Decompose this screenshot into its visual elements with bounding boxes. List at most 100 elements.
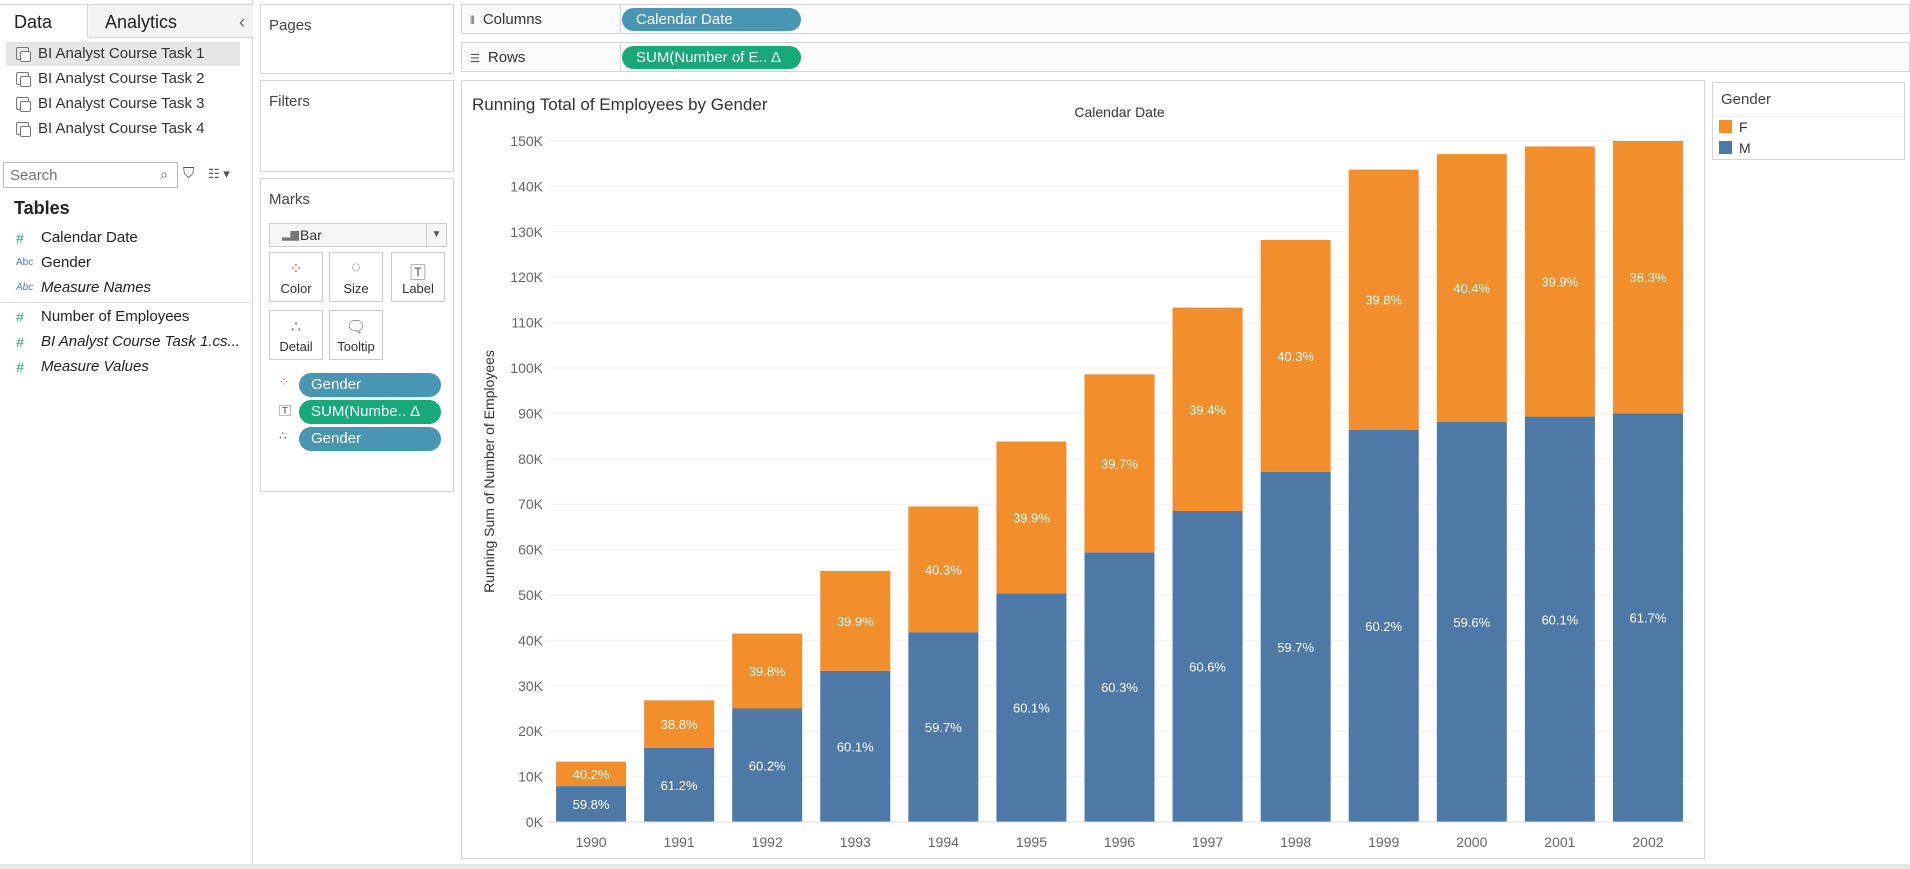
label-label: Label (402, 281, 434, 296)
filter-icon[interactable]: ⛉ (183, 165, 195, 182)
y-tick-label: 20K (518, 723, 544, 739)
bar-segment-m[interactable] (1436, 422, 1507, 822)
bar-segment-m[interactable] (1084, 552, 1155, 822)
legend-item-m[interactable]: M (1719, 139, 1751, 157)
columns-pill-calendar-date[interactable]: Calendar Date (622, 8, 801, 31)
bar-segment-f[interactable] (1260, 239, 1331, 472)
marks-pill-sum-label[interactable]: SUM(Numbe.. Δ (299, 400, 441, 424)
bar-segment-m[interactable] (908, 632, 979, 822)
field-label: Measure Names (41, 279, 152, 296)
rows-label: Rows (487, 49, 526, 66)
rows-label-wrap: ☰ Rows (470, 49, 525, 66)
bar-segment-m[interactable] (1612, 413, 1683, 822)
detail-button[interactable]: ∴ Detail (269, 310, 323, 360)
datasource-label: BI Analyst Course Task 4 (38, 120, 205, 137)
bar-segment-m[interactable] (996, 593, 1067, 822)
y-tick-label: 90K (518, 405, 544, 421)
marks-pill-gender-detail[interactable]: Gender (299, 427, 441, 451)
string-type-icon: Abc (16, 257, 34, 268)
x-tick-label: 1995 (1016, 834, 1047, 850)
data-label-f: 40.3% (925, 562, 962, 577)
bar-segment-f[interactable] (820, 570, 891, 671)
stacked-bar-chart[interactable]: 0K 10K 20K 30K 40K 50K 60K 70K 80K 90K 100K 110K 120… (462, 81, 1706, 860)
marks-title: Marks (269, 191, 310, 208)
legend-divider (1713, 116, 1904, 117)
y-tick-label: 120K (510, 269, 543, 285)
chart-view[interactable]: 0K 10K 20K 30K 40K 50K 60K 70K 80K 90K 100K 110K 120… (461, 80, 1705, 859)
color-button[interactable]: ⁘ Color (269, 252, 323, 302)
columns-shelf[interactable]: ⦀ Columns Calendar Date (461, 4, 1910, 34)
filters-card[interactable]: Filters (260, 80, 454, 172)
bar-segment-m[interactable] (1260, 471, 1331, 822)
bar-segment-m[interactable] (1172, 511, 1243, 822)
bar-segment-f[interactable] (1524, 146, 1595, 417)
data-pane: Data Analytics ‹ BI Analyst Course Task … (0, 0, 253, 869)
data-label-m: 59.7% (1277, 640, 1314, 655)
columns-label-wrap: ⦀ Columns (470, 11, 542, 28)
datasource-item[interactable]: BI Analyst Course Task 4 (6, 117, 240, 141)
datasource-item[interactable]: BI Analyst Course Task 3 (6, 92, 240, 116)
field-measure-values[interactable]: # Measure Values (0, 355, 253, 379)
color-legend[interactable]: Gender F M (1712, 82, 1905, 160)
chevron-down-icon[interactable]: ▼ (426, 224, 446, 246)
tooltip-button[interactable]: 🗨 Tooltip (329, 310, 383, 360)
y-tick-label: 0K (526, 814, 544, 830)
x-tick-label: 1994 (928, 834, 959, 850)
data-label-m: 59.7% (925, 720, 962, 735)
y-tick-label: 80K (518, 451, 544, 467)
datasource-label: BI Analyst Course Task 3 (38, 95, 205, 112)
bar-segment-m[interactable] (644, 747, 715, 822)
datasource-item[interactable]: BI Analyst Course Task 1 (6, 42, 240, 66)
mark-type-dropdown[interactable]: ▂▆ Bar ▼ (269, 223, 447, 247)
y-tick-label: 110K (511, 315, 543, 331)
bar-segment-f[interactable] (996, 441, 1067, 594)
legend-label-f: F (1739, 119, 1748, 135)
bar-segment-f[interactable] (1348, 169, 1419, 430)
field-count[interactable]: # BI Analyst Course Task 1.cs... (0, 330, 253, 354)
color-icon: ⁘ (279, 375, 290, 389)
pages-card[interactable]: Pages (260, 4, 454, 74)
tab-analytics[interactable]: Analytics ‹ (89, 4, 253, 38)
legend-item-f[interactable]: F (1719, 118, 1748, 136)
x-tick-label: 2002 (1632, 834, 1663, 850)
bar-segment-f[interactable] (1172, 307, 1243, 512)
size-button[interactable]: ◌ Size (329, 252, 383, 302)
bar-segment-m[interactable] (556, 786, 627, 822)
pages-title: Pages (269, 17, 312, 34)
bottom-bar (0, 864, 1910, 869)
field-calendar-date[interactable]: # Calendar Date (0, 226, 253, 250)
detail-icon: ∴ (279, 429, 287, 443)
columns-label: Columns (482, 11, 543, 28)
data-label-f: 39.8% (1365, 293, 1402, 308)
field-gender[interactable]: Abc Gender (0, 251, 253, 275)
bar-segment-f[interactable] (1084, 374, 1155, 553)
y-tick-label: 50K (518, 587, 544, 603)
field-measure-names[interactable]: Abc Measure Names (0, 276, 253, 300)
bar-segment-f[interactable] (1612, 141, 1683, 414)
datasource-item[interactable]: BI Analyst Course Task 2 (6, 67, 240, 91)
bar-segment-m[interactable] (820, 670, 891, 822)
x-tick-label: 2001 (1544, 834, 1575, 850)
bar-segment-m[interactable] (1524, 416, 1595, 822)
rows-shelf[interactable]: ☰ Rows SUM(Number of E.. Δ (461, 42, 1910, 72)
bar-segment-f[interactable] (644, 700, 715, 748)
view-options-icon[interactable]: ☷ ▾ (208, 166, 230, 181)
datasource-icon (16, 122, 31, 137)
label-button[interactable]: 🅃 Label (391, 252, 445, 302)
collapse-pane-icon[interactable]: ‹ (239, 12, 245, 32)
shelf-divider (620, 5, 621, 33)
bar-segment-f[interactable] (732, 633, 803, 709)
bar-segment-f[interactable] (908, 506, 979, 633)
rows-pill-sum[interactable]: SUM(Number of E.. Δ (622, 46, 801, 69)
search-input[interactable] (3, 162, 178, 188)
field-number-of-employees[interactable]: # Number of Employees (0, 305, 253, 329)
tooltip-icon: 🗨 (345, 319, 367, 336)
tab-data[interactable]: Data (0, 4, 88, 38)
bar-segment-f[interactable] (1436, 154, 1507, 423)
columns-icon: ⦀ (470, 15, 475, 27)
bar-segment-m[interactable] (732, 708, 803, 823)
marks-pill-gender-color[interactable]: Gender (299, 373, 441, 397)
bar-segment-m[interactable] (1348, 429, 1419, 822)
bar-segment-f[interactable] (556, 761, 627, 787)
chart-title: Running Total of Employees by Gender (472, 95, 768, 114)
